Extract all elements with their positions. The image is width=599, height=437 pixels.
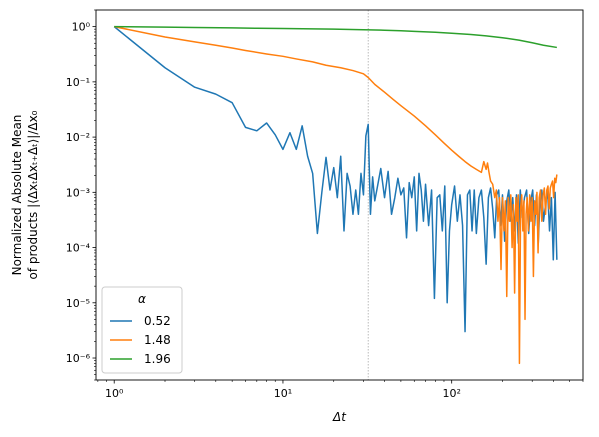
legend: α 0.52 1.48 1.96: [101, 286, 183, 374]
x-tick-label: 10⁰: [105, 387, 124, 400]
ticks-layer: 10⁰ 10¹ 10² 10⁻⁶ 10⁻⁵ 10⁻⁴ 10⁻³ 10⁻² 10⁻¹ 10⁰: [66, 9, 584, 400]
y-tick-label: 10⁻⁵: [66, 297, 90, 310]
x-tick-label: 10¹: [274, 387, 292, 400]
y-axis-label-line2: of products |⟨ΔxₜΔxₜ₊Δₜ⟩|/Δx₀: [26, 110, 40, 279]
x-axis-label: Δt: [332, 410, 347, 424]
series-line-1.96: [114, 25, 557, 49]
y-tick-label: 10⁻¹: [66, 76, 90, 89]
series-layer: [113, 25, 558, 365]
series-line-1.48: [114, 25, 558, 365]
legend-label-1.96: 1.96: [144, 352, 171, 366]
legend-label-1.48: 1.48: [144, 333, 171, 347]
y-tick-label: 10⁻²: [66, 131, 90, 144]
y-tick-label: 10⁰: [72, 21, 91, 34]
y-tick-label: 10⁻⁴: [66, 242, 91, 255]
y-axis-label: Normalized Absolute Mean of products |⟨Δ…: [10, 110, 40, 279]
y-tick-label: 10⁻³: [66, 186, 90, 199]
y-tick-label: 10⁻⁶: [66, 352, 91, 365]
legend-title: α: [138, 292, 146, 306]
y-axis-label-line1: Normalized Absolute Mean: [10, 115, 24, 276]
x-tick-label: 10²: [442, 387, 460, 400]
legend-items: 0.52 1.48 1.96: [110, 314, 171, 366]
legend-box: [101, 286, 183, 374]
legend-label-0.52: 0.52: [144, 314, 171, 328]
